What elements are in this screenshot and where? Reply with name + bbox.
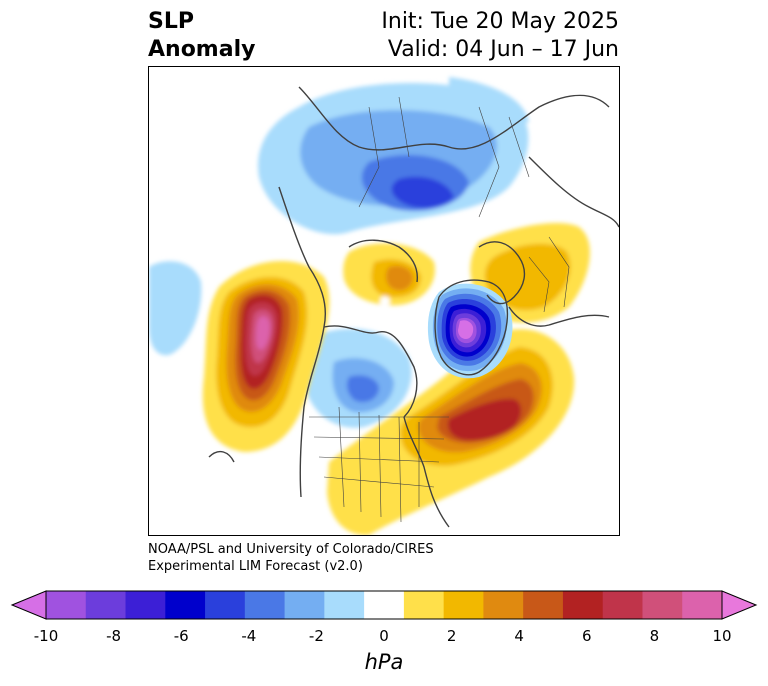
negative-anomaly-north-america [302,328,412,428]
negative-anomaly-siberia [258,77,529,235]
colorbar-cell [364,591,405,619]
political-borders [309,96,570,523]
colorbar-tick-label: -8 [106,627,122,645]
title-quantity: Anomaly [148,37,256,62]
colorbar-tick-label: -4 [241,627,257,645]
colorbar-tick-label: -2 [308,627,324,645]
init-date: Init: Tue 20 May 2025 [381,9,619,34]
colorbar-tick-label: -6 [173,627,189,645]
positive-anomaly-north-pacific [202,260,330,452]
colorbar-cell [403,591,445,619]
colorbar-cell [324,591,365,619]
map-svg [149,77,619,535]
title-right: Init: Tue 20 May 2025 Valid: 04 Jun – 17… [381,8,619,64]
credit-line-1: NOAA/PSL and University of Colorado/CIRE… [148,542,434,557]
anomaly-map [148,66,620,536]
data-credit: NOAA/PSL and University of Colorado/CIRE… [148,541,434,575]
colorbar-cell [85,591,127,619]
colorbar-cell [443,591,484,619]
coastlines [208,86,619,528]
colorbar-cell [125,591,166,619]
colorbar-tick-label: 6 [582,627,592,645]
colorbar-tick-label: 10 [712,627,732,645]
colorbar-tick-label: 8 [649,627,660,645]
colorbar-cell [483,591,524,619]
title-left: SLP Anomaly [148,8,255,64]
colorbar-cell [244,591,286,619]
colorbar-cell [602,591,643,619]
colorbar-cell [205,591,246,619]
colorbar-outline [45,590,723,620]
negative-anomaly-pacific-edge [149,261,202,356]
colorbar-cell [523,591,564,619]
colorbar [10,590,758,620]
colorbar-cell [682,591,723,619]
colorbar-cell [46,591,87,619]
colorbar-unit-label: hPa [364,650,404,674]
title-variable: SLP [148,9,194,34]
colorbar-tick-label: -10 [33,627,59,645]
negative-anomaly-greenland [427,283,513,379]
credit-line-2: Experimental LIM Forecast (v2.0) [148,559,363,574]
valid-range: Valid: 04 Jun – 17 Jun [387,37,619,62]
colorbar-cell [284,591,325,619]
colorbar-cells [46,591,723,619]
colorbar-tick-label: 0 [379,627,389,645]
positive-anomaly-north-atlantic [327,329,575,535]
colorbar-cell [562,591,604,619]
colorbar-tick-label: 4 [514,627,524,645]
colorbar-tick-label: 2 [446,627,457,645]
colorbar-left-extension [10,590,47,620]
positive-anomaly-arctic [343,243,435,306]
colorbar-cell [165,591,206,619]
colorbar-right-extension [721,590,758,620]
colorbar-cell [642,591,683,619]
